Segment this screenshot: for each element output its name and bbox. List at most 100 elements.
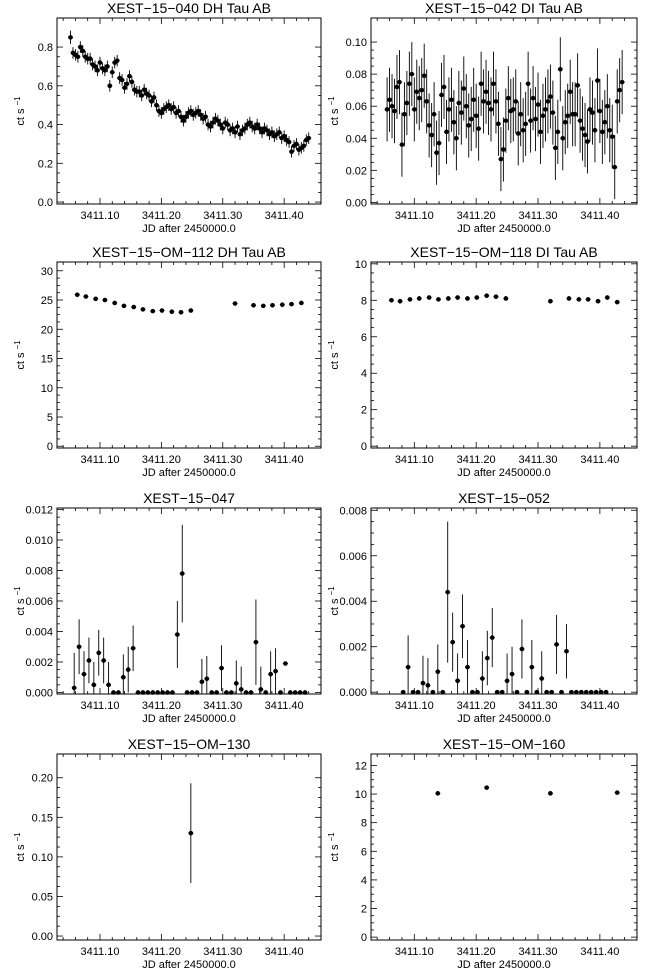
x-tick-label: 3411.30 <box>519 210 558 222</box>
data-point <box>243 690 249 695</box>
data-point <box>269 130 275 135</box>
data-point <box>468 116 474 122</box>
data-point <box>270 302 275 308</box>
plot-frame <box>370 753 638 941</box>
data-point <box>483 89 489 95</box>
data-point <box>74 292 80 298</box>
data-point <box>431 111 437 117</box>
data-point <box>506 95 511 101</box>
y-axis-label: ct s −1 <box>327 586 341 616</box>
chart-title: XEST−15−047 <box>143 490 235 506</box>
data-point <box>600 129 605 135</box>
data-point <box>151 95 157 100</box>
y-axis-label-exponent: −1 <box>13 340 22 350</box>
data-point <box>96 650 102 656</box>
y-axis-label-exponent: −1 <box>327 96 336 106</box>
data-point <box>121 674 126 680</box>
data-point <box>230 126 235 131</box>
x-tick-label: 3411.20 <box>457 210 496 222</box>
data-point <box>306 135 312 141</box>
data-point <box>170 690 175 695</box>
data-point <box>204 676 210 682</box>
data-point <box>430 689 436 695</box>
data-point <box>178 310 184 315</box>
data-point <box>260 303 266 309</box>
data-point <box>122 85 127 91</box>
plot-frame <box>56 261 322 449</box>
data-point <box>238 687 244 692</box>
data-point <box>434 150 439 155</box>
data-point <box>415 689 421 695</box>
data-point <box>209 690 215 695</box>
x-axis-label: JD after 2450000.0 <box>142 713 236 725</box>
data-point <box>445 589 451 595</box>
y-tick-label: 0.06 <box>346 101 367 113</box>
y-tick-label: 0.15 <box>32 812 53 824</box>
data-point <box>539 676 545 681</box>
data-point <box>605 103 610 109</box>
data-point <box>257 126 262 131</box>
data-point <box>416 296 422 301</box>
data-point <box>210 120 216 125</box>
chart-title: XEST−15−OM−118 DI Tau AB <box>410 244 597 260</box>
data-point <box>181 118 186 123</box>
data-point <box>435 669 441 675</box>
data-point <box>614 299 620 305</box>
y-tick-label: 0.004 <box>339 596 367 608</box>
data-point <box>577 118 583 123</box>
data-point <box>484 293 489 299</box>
data-point <box>251 302 256 308</box>
data-point <box>410 689 416 695</box>
x-tick-label: 3411.20 <box>142 946 181 958</box>
chart-panel-4: XEST−15−OM−118 DI Tau AB 3411.10 3411.20 34… <box>327 244 638 479</box>
data-point <box>268 671 273 677</box>
y-tick-label: 0.002 <box>25 657 53 669</box>
data-point <box>80 48 86 54</box>
y-tick-label: 0.006 <box>25 596 53 608</box>
data-point <box>229 690 234 695</box>
x-tick-label: 3411.10 <box>395 454 434 466</box>
y-axis-label-text: ct s <box>329 105 341 125</box>
data-point <box>530 95 536 101</box>
data-point <box>203 114 208 120</box>
y-tick-label: 4 <box>361 875 367 887</box>
data-point <box>166 102 172 108</box>
data-point <box>175 632 180 637</box>
data-point <box>493 294 499 299</box>
y-tick-label: 4 <box>361 368 367 380</box>
data-point <box>159 308 165 313</box>
data-point <box>481 99 486 104</box>
data-point <box>198 112 203 118</box>
chart-title: XEST−15−040 DH Tau AB <box>107 0 271 16</box>
x-tick-label: 3411.40 <box>580 210 619 222</box>
data-point <box>557 67 563 72</box>
data-point <box>463 103 469 109</box>
data-point <box>520 127 526 133</box>
data-point <box>489 635 495 640</box>
data-point <box>392 108 397 114</box>
data-point <box>292 690 298 695</box>
data-point <box>617 87 622 93</box>
chart-panel-8: XEST−15−OM−160 3411.10 3411.20 3411.30 3411.… <box>327 736 638 968</box>
y-tick-label: 10 <box>41 383 53 395</box>
data-point <box>475 689 480 695</box>
data-point <box>235 124 240 129</box>
data-point <box>602 119 608 125</box>
x-axis-label: JD after 2450000.0 <box>142 223 236 235</box>
data-point <box>421 73 427 79</box>
data-point <box>400 689 406 695</box>
data-point <box>194 690 200 695</box>
data-point <box>564 648 569 654</box>
data-point <box>160 690 165 695</box>
y-axis-label: ct s −1 <box>13 832 27 862</box>
data-point <box>135 690 141 695</box>
data-point <box>95 68 100 73</box>
data-point <box>478 81 484 87</box>
y-axis-label-text: ct s <box>15 105 27 125</box>
data-point <box>107 83 113 89</box>
data-point <box>550 110 556 115</box>
data-point <box>141 87 147 92</box>
data-point <box>416 95 422 101</box>
data-point <box>607 127 613 133</box>
data-point <box>155 690 160 695</box>
